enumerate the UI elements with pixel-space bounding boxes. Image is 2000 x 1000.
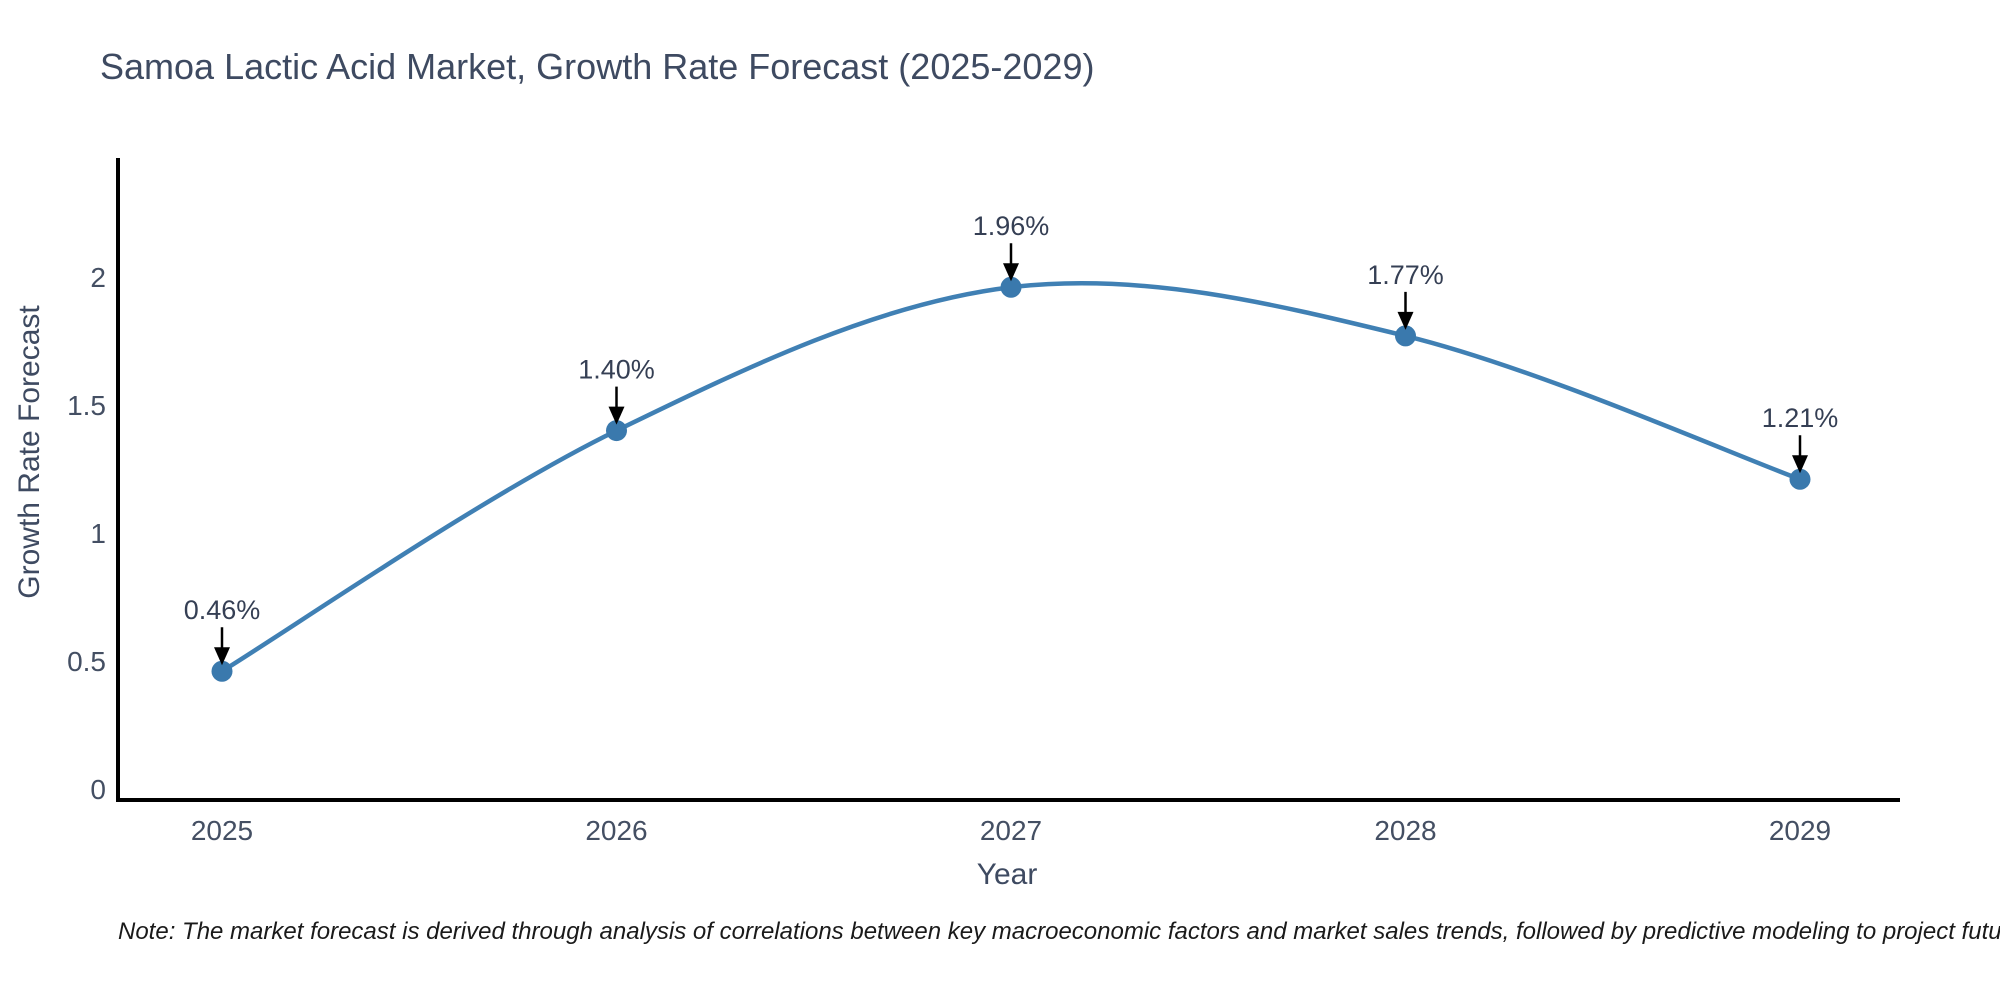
point-value-label: 1.40%	[578, 355, 655, 385]
x-tick-label: 2027	[980, 815, 1042, 846]
point-value-label: 1.21%	[1762, 403, 1839, 433]
point-value-label: 1.96%	[973, 211, 1050, 241]
data-point[interactable]	[211, 660, 233, 682]
data-point[interactable]	[606, 420, 627, 442]
x-axis-title: Year	[976, 858, 1038, 891]
y-tick-label: 2	[90, 262, 106, 293]
x-tick-label: 2028	[1374, 815, 1436, 846]
x-tick-label: 2026	[585, 815, 647, 846]
annotation-arrow-head-icon	[1397, 311, 1414, 330]
footnote: Note: The market forecast is derived thr…	[118, 918, 2000, 945]
y-tick-label: 0	[90, 774, 106, 805]
y-tick-label: 1	[90, 518, 106, 549]
data-point[interactable]	[1000, 276, 1022, 298]
data-point[interactable]	[1789, 468, 1811, 490]
data-point[interactable]	[1395, 325, 1416, 347]
x-tick-label: 2029	[1769, 815, 1831, 846]
annotation-arrow-head-icon	[214, 647, 230, 666]
annotation-arrow-head-icon	[1003, 263, 1019, 282]
forecast-line	[219, 280, 1803, 674]
annotation-arrow-head-icon	[1792, 455, 1808, 474]
y-tick-label: 0.5	[67, 646, 106, 677]
x-tick-label: 2025	[191, 815, 253, 846]
y-tick-label: 1.5	[67, 390, 106, 421]
annotation-arrow-head-icon	[608, 406, 625, 425]
point-value-label: 1.77%	[1367, 260, 1444, 290]
chart-title: Samoa Lactic Acid Market, Growth Rate Fo…	[100, 46, 1095, 87]
axis-lines	[116, 158, 1900, 802]
point-value-label: 0.46%	[184, 595, 261, 625]
